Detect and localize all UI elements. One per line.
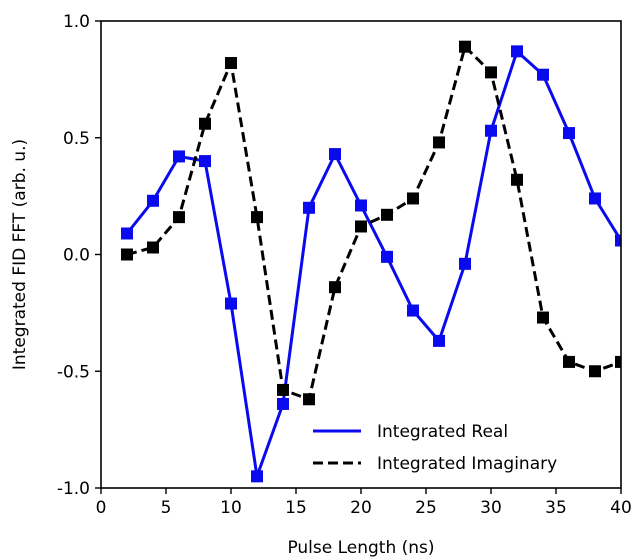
data-point xyxy=(355,220,367,233)
data-point xyxy=(225,57,237,70)
data-point xyxy=(251,470,263,483)
data-point xyxy=(485,124,497,137)
y-tick-label: 0.5 xyxy=(63,129,90,149)
data-point xyxy=(407,304,419,317)
series-layer xyxy=(121,40,621,483)
y-axis-label: Integrated FID FFT (arb. u.) xyxy=(10,139,30,370)
data-point xyxy=(511,45,523,58)
data-point xyxy=(381,250,393,263)
data-point xyxy=(329,148,341,161)
data-point xyxy=(147,194,159,207)
data-point xyxy=(563,355,575,368)
x-tick-label: 10 xyxy=(220,498,242,518)
data-point xyxy=(537,68,549,81)
x-tick-label: 15 xyxy=(285,498,307,518)
data-point xyxy=(511,173,523,186)
data-point xyxy=(589,192,601,205)
data-point xyxy=(537,311,549,324)
x-tick-label: 5 xyxy=(161,498,172,518)
data-point xyxy=(303,201,315,214)
data-point xyxy=(615,234,621,247)
series-imaginary xyxy=(121,40,621,406)
x-tick-label: 35 xyxy=(545,498,567,518)
data-point xyxy=(355,199,367,212)
data-point xyxy=(381,208,393,221)
data-point xyxy=(329,281,341,294)
x-axis-label: Pulse Length (ns) xyxy=(287,538,434,557)
data-point xyxy=(433,136,445,149)
data-point xyxy=(147,241,159,254)
data-point xyxy=(563,127,575,140)
ticks-layer: 0 5 10 15 20 25 30 35 40 -1.0 -0.5 0.0 0.5 1.0 xyxy=(57,12,632,518)
series-real xyxy=(121,45,621,483)
data-point xyxy=(303,393,315,406)
data-point xyxy=(433,334,445,347)
data-point xyxy=(589,365,601,378)
legend: Integrated Real Integrated Imaginary xyxy=(313,422,557,474)
data-point xyxy=(173,150,185,163)
y-tick-label: 1.0 xyxy=(63,12,90,32)
data-point xyxy=(459,40,471,53)
data-point xyxy=(121,248,133,261)
x-tick-label: 0 xyxy=(96,498,107,518)
x-tick-label: 25 xyxy=(415,498,437,518)
data-point xyxy=(199,155,211,168)
data-point xyxy=(407,192,419,205)
data-point xyxy=(251,211,263,224)
legend-label: Integrated Imaginary xyxy=(377,454,557,474)
x-tick-label: 20 xyxy=(350,498,372,518)
y-tick-label: -1.0 xyxy=(57,479,90,499)
series-line xyxy=(126,45,621,401)
data-point xyxy=(485,66,497,79)
y-tick-label: 0.0 xyxy=(63,246,90,266)
legend-label: Integrated Real xyxy=(377,422,508,442)
data-point xyxy=(225,297,237,310)
y-tick-label: -0.5 xyxy=(57,362,90,382)
data-point xyxy=(277,383,289,396)
data-point xyxy=(615,355,621,368)
data-point xyxy=(459,257,471,270)
plot-frame xyxy=(100,20,622,489)
series-line xyxy=(125,49,621,478)
data-point xyxy=(173,211,185,224)
x-tick-label: 40 xyxy=(610,498,632,518)
x-tick-label: 30 xyxy=(480,498,502,518)
data-point xyxy=(199,117,211,130)
data-point xyxy=(121,227,133,240)
data-point xyxy=(277,397,289,410)
